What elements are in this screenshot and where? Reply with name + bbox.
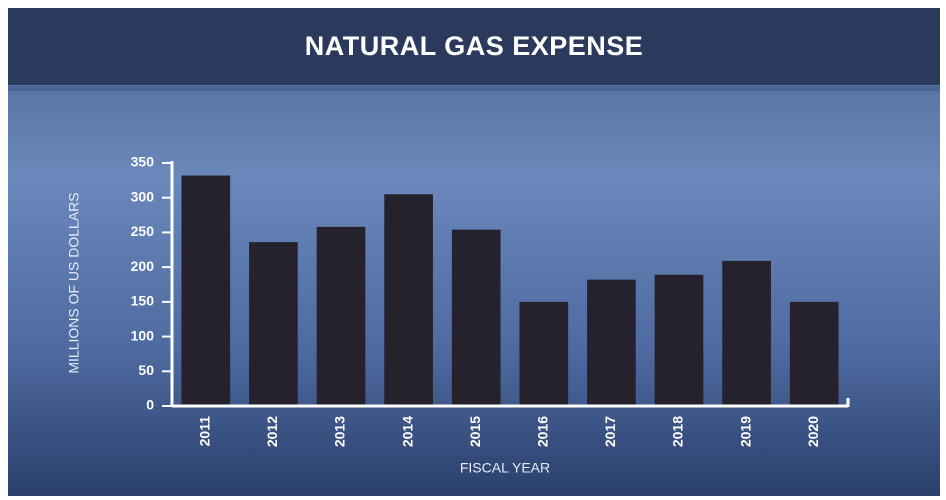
x-tick-label: 2017 [602, 416, 618, 447]
chart-title: NATURAL GAS EXPENSE [305, 31, 644, 61]
x-axis-title: FISCAL YEAR [460, 460, 550, 476]
bar [181, 175, 231, 406]
x-tick-label: 2018 [670, 416, 686, 447]
x-tick-label: 2014 [399, 416, 415, 447]
x-tick-label: 2019 [737, 416, 753, 447]
bar [249, 242, 298, 406]
y-axis-title: MILLIONS OF US DOLLARS [66, 192, 82, 373]
bar [519, 301, 569, 406]
header [8, 8, 940, 85]
y-tick-label: 350 [131, 154, 155, 170]
y-tick-label: 250 [131, 223, 155, 239]
y-tick-label: 0 [146, 397, 154, 413]
y-tick-label: 150 [131, 293, 155, 309]
x-tick-label: 2016 [535, 416, 551, 447]
y-tick-label: 50 [138, 362, 154, 378]
y-tick-label: 300 [131, 188, 155, 204]
bar [654, 274, 704, 406]
bar [722, 260, 771, 406]
header-rule [8, 86, 940, 91]
bar [451, 229, 501, 406]
bar [587, 279, 636, 406]
x-tick-label: 2012 [264, 416, 280, 447]
bar [384, 194, 433, 406]
bar [316, 226, 366, 406]
bar [789, 301, 839, 406]
x-tick-label: 2013 [332, 416, 348, 447]
x-tick-label: 2015 [467, 416, 483, 447]
y-tick-label: 100 [131, 327, 155, 343]
x-tick-label: 2020 [805, 416, 821, 447]
x-tick-label: 2011 [197, 416, 213, 447]
y-tick-label: 200 [131, 258, 155, 274]
